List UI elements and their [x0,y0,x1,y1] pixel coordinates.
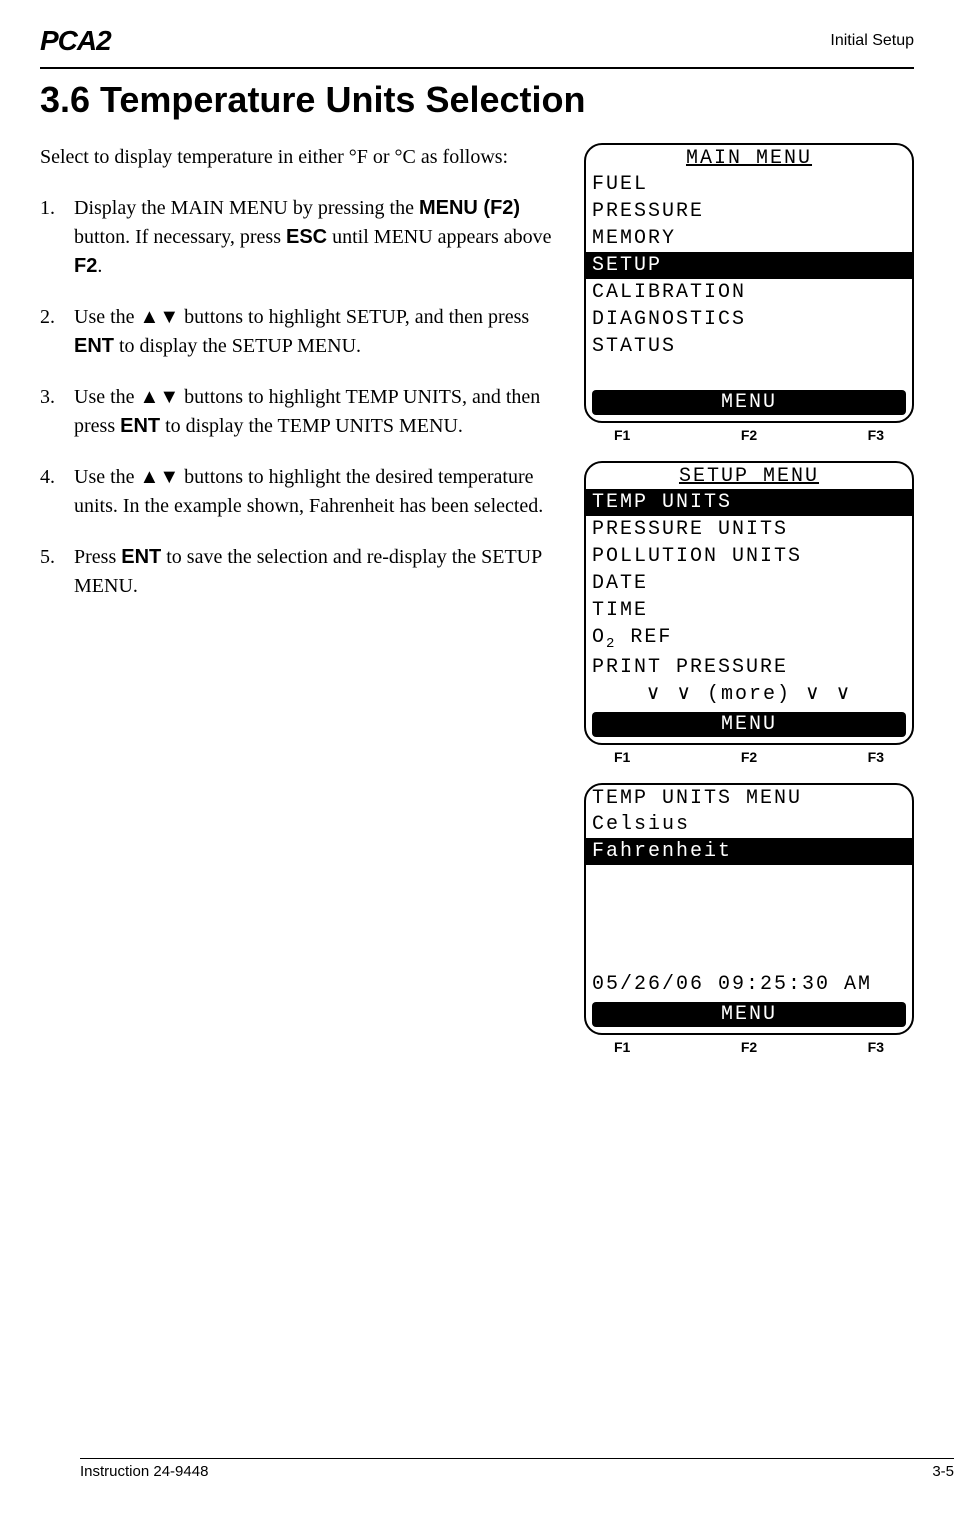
lcd-line: STATUS [586,333,912,360]
f3-label: F3 [868,427,884,443]
lcd-line: TIME [586,597,912,624]
header-section: Initial Setup [830,32,914,50]
page-footer: Instruction 24-9448 3-5 [80,1458,954,1480]
header-rule [40,67,914,69]
lcd-line-selected: TEMP UNITS [586,489,912,516]
step-1: Display the MAIN MENU by pressing the ME… [40,194,566,281]
f3-label: F3 [868,1039,884,1055]
lcd-more-line: ∨ ∨ (more) ∨ ∨ [586,681,912,708]
step-4: Use the ▲▼ buttons to highlight the desi… [40,463,566,521]
f2-label: F2 [741,1039,757,1055]
lcd-line: MEMORY [586,225,912,252]
step-3: Use the ▲▼ buttons to highlight TEMP UNI… [40,383,566,441]
f1-label: F1 [614,427,630,443]
up-down-icon: ▲▼ [140,306,180,328]
up-down-icon: ▲▼ [140,466,180,488]
lcd-softkey-bar: MENU [592,712,906,737]
lcd-line: PRESSURE [586,198,912,225]
step-list: Display the MAIN MENU by pressing the ME… [40,194,566,601]
lcd-line: O2 REF [586,624,912,654]
footer-page-number: 3-5 [932,1463,954,1480]
lcd-line-selected: SETUP [586,252,912,279]
lcd-line: DIAGNOSTICS [586,306,912,333]
section-title: 3.6 Temperature Units Selection [40,79,914,121]
footer-left: Instruction 24-9448 [80,1463,208,1480]
f1-label: F1 [614,1039,630,1055]
fkey-labels: F1 F2 F3 [584,427,914,461]
up-down-icon: ▲▼ [140,386,180,408]
lcd-line-selected: Fahrenheit [586,838,912,865]
f3-label: F3 [868,749,884,765]
body-text: Select to display temperature in either … [40,143,566,1073]
fkey-labels: F1 F2 F3 [584,749,914,783]
step-2: Use the ▲▼ buttons to highlight SETUP, a… [40,303,566,361]
f2-label: F2 [741,749,757,765]
f2-label: F2 [741,427,757,443]
f1-label: F1 [614,749,630,765]
lcd-line: PRINT PRESSURE [586,654,912,681]
lcd-line: FUEL [586,171,912,198]
lcd-title: TEMP UNITS MENU [586,785,912,811]
lcd-title: MAIN MENU [586,145,912,171]
footer-rule [80,1458,954,1459]
lcd-softkey-bar: MENU [592,1002,906,1027]
step-5: Press ENT to save the selection and re-d… [40,543,566,601]
intro-paragraph: Select to display temperature in either … [40,143,566,172]
lcd-temp-units-menu: TEMP UNITS MENU Celsius Fahrenheit 05/26… [584,783,914,1035]
lcd-line: CALIBRATION [586,279,912,306]
lcd-line: Celsius [586,811,912,838]
lcd-line: DATE [586,570,912,597]
lcd-softkey-bar: MENU [592,390,906,415]
fkey-labels: F1 F2 F3 [584,1039,914,1073]
lcd-setup-menu: SETUP MENU TEMP UNITS PRESSURE UNITS POL… [584,461,914,745]
brand-logo: PCA2 [40,25,111,57]
lcd-line: POLLUTION UNITS [586,543,912,570]
lcd-line: PRESSURE UNITS [586,516,912,543]
lcd-title: SETUP MENU [586,463,912,489]
lcd-timestamp: 05/26/06 09:25:30 AM [586,971,912,998]
page-header: PCA2 Initial Setup [40,25,914,57]
lcd-main-menu: MAIN MENU FUEL PRESSURE MEMORY SETUP CAL… [584,143,914,423]
